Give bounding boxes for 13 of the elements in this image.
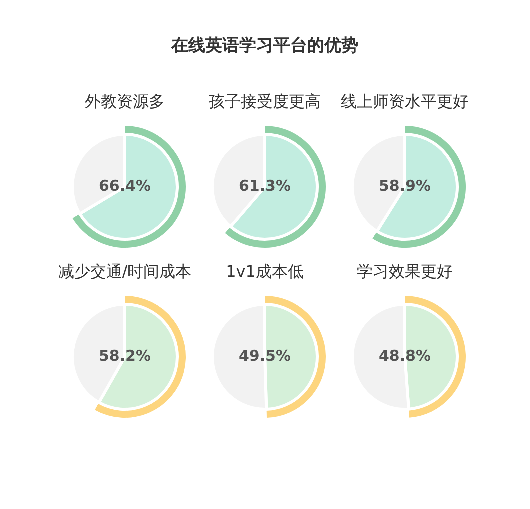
- chart-title: 减少交通/时间成本: [57, 262, 193, 283]
- data-label: 58.2%: [98, 346, 152, 365]
- chart-title: 外教资源多: [84, 92, 166, 113]
- chart-title: 孩子接受度更高: [209, 92, 321, 111]
- chart-title: 学习效果更好: [356, 262, 454, 283]
- data-label: 58.9%: [378, 176, 432, 195]
- data-label: 48.8%: [378, 346, 432, 365]
- chart-title: 1v1成本低: [226, 262, 304, 281]
- chart-title: 线上师资水平更好: [340, 92, 470, 113]
- text: 在线英语学习平台的优势: [170, 35, 360, 57]
- data-label: 61.3%: [238, 176, 292, 195]
- data-label: 66.4%: [98, 176, 152, 195]
- data-label: 49.5%: [238, 346, 292, 365]
